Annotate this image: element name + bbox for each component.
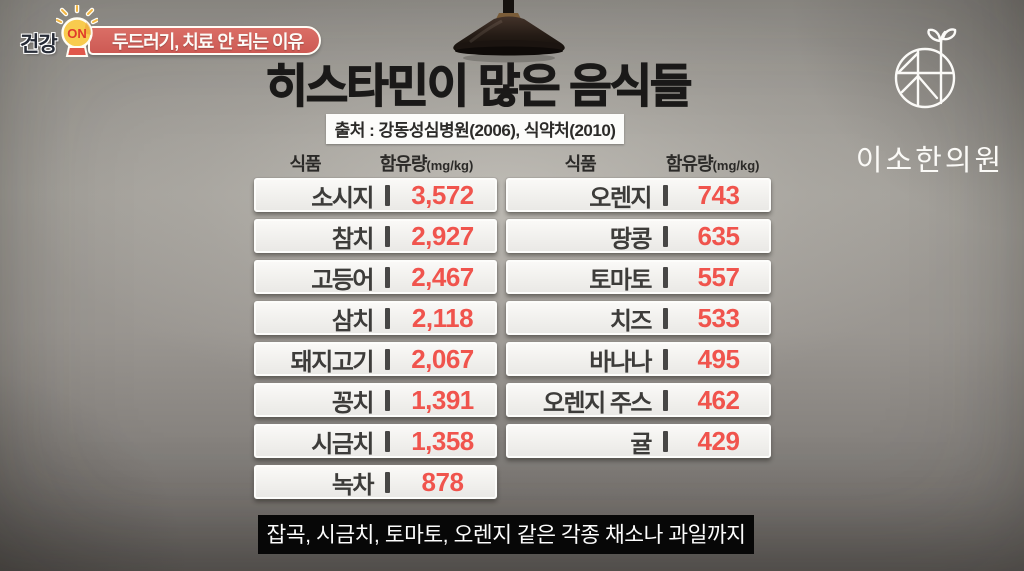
separator-bar <box>385 184 390 206</box>
episode-title-pill: 두드러기, 치료 안 되는 이유 <box>88 26 322 55</box>
table-row: 치즈 533 <box>506 301 771 335</box>
subtitle-caption: 잡곡, 시금치, 토마토, 오렌지 같은 각종 채소나 과일까지 <box>257 515 755 554</box>
separator-bar <box>385 266 390 288</box>
food-name: 소시지 <box>311 184 374 212</box>
amount-column-header: 함유량(mg/kg) <box>665 154 760 174</box>
food-table-right-column: 식품 함유량(mg/kg) 오렌지 743 땅콩 635 토마토 557 치즈 533 … <box>506 150 771 465</box>
food-column-header: 식품 <box>564 154 597 174</box>
food-name: 토마토 <box>589 266 652 294</box>
table-row: 귤 429 <box>506 424 771 458</box>
food-name: 녹차 <box>331 471 375 499</box>
bulb-on-text: ON <box>67 26 87 41</box>
food-name: 꽁치 <box>331 389 375 417</box>
food-value: 1,358 <box>411 425 474 456</box>
food-name: 치즈 <box>609 307 653 335</box>
table-row: 오렌지 743 <box>506 178 771 212</box>
table-row: 고등어 2,467 <box>254 260 497 294</box>
page-title: 히스타민이 많은 음식들 <box>265 59 693 112</box>
food-value: 2,118 <box>411 302 474 333</box>
separator-bar <box>663 348 668 370</box>
food-name: 귤 <box>630 430 652 458</box>
food-value: 462 <box>697 384 740 415</box>
lightbulb-icon: ON <box>56 5 98 57</box>
food-name: 시금치 <box>311 430 374 458</box>
food-value: 429 <box>697 425 740 456</box>
separator-bar <box>663 389 668 411</box>
table-row: 꽁치 1,391 <box>254 383 497 417</box>
table-header: 식품 함유량(mg/kg) <box>506 150 771 176</box>
separator-bar <box>663 430 668 452</box>
separator-bar <box>385 430 390 452</box>
clinic-logo: 이소한의원 <box>848 28 1012 179</box>
food-value: 635 <box>697 220 740 251</box>
separator-bar <box>385 348 390 370</box>
table-row: 소시지 3,572 <box>254 178 497 212</box>
table-row: 바나나 495 <box>506 342 771 376</box>
food-table-left-column: 식품 함유량(mg/kg) 소시지 3,572 참치 2,927 고등어 2,467 … <box>254 150 497 506</box>
table-row: 삼치 2,118 <box>254 301 497 335</box>
clinic-logo-icon <box>894 28 957 109</box>
separator-bar <box>663 184 668 206</box>
food-name: 오렌지 <box>589 184 652 212</box>
separator-bar <box>663 225 668 247</box>
food-value: 743 <box>697 179 740 210</box>
food-value: 3,572 <box>411 179 474 210</box>
clinic-logo-text: 이소한의원 <box>855 145 1005 177</box>
table-row: 녹차 878 <box>254 465 497 499</box>
food-value: 1,391 <box>411 384 474 415</box>
food-name: 바나나 <box>589 348 652 376</box>
separator-bar <box>385 471 390 493</box>
separator-bar <box>385 389 390 411</box>
food-name: 돼지고기 <box>290 348 375 376</box>
episode-title-text: 두드러기, 치료 안 되는 이유 <box>112 31 304 52</box>
table-row: 토마토 557 <box>506 260 771 294</box>
program-badge-label: 건강 <box>20 33 58 56</box>
separator-bar <box>385 307 390 329</box>
food-name: 참치 <box>331 225 375 253</box>
table-row: 땅콩 635 <box>506 219 771 253</box>
food-column-header: 식품 <box>289 154 321 174</box>
amount-column-header: 함유량(mg/kg) <box>379 154 474 174</box>
pendant-lamp-icon <box>453 0 565 63</box>
food-value: 878 <box>421 466 464 497</box>
food-value: 2,927 <box>411 220 474 251</box>
table-row: 오렌지 주스 462 <box>506 383 771 417</box>
table-row: 시금치 1,358 <box>254 424 497 458</box>
food-value: 495 <box>697 343 740 374</box>
food-name: 삼치 <box>331 307 375 335</box>
food-name: 오렌지 주스 <box>542 389 653 417</box>
table-header: 식품 함유량(mg/kg) <box>254 150 497 176</box>
food-value: 557 <box>697 261 740 292</box>
food-value: 2,467 <box>411 261 474 292</box>
food-name: 고등어 <box>311 266 374 294</box>
table-row: 참치 2,927 <box>254 219 497 253</box>
separator-bar <box>663 307 668 329</box>
separator-bar <box>385 225 390 247</box>
food-name: 땅콩 <box>609 225 653 253</box>
food-value: 533 <box>697 302 740 333</box>
table-row: 돼지고기 2,067 <box>254 342 497 376</box>
separator-bar <box>663 266 668 288</box>
source-citation: 출처 : 강동성심병원(2006), 식약처(2010) <box>325 114 625 144</box>
food-value: 2,067 <box>411 343 474 374</box>
